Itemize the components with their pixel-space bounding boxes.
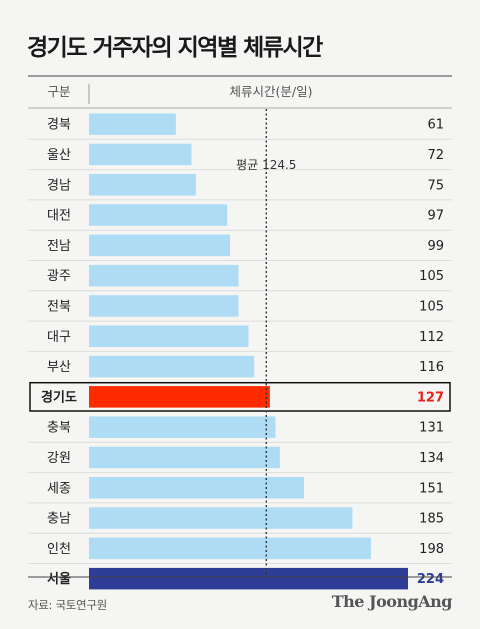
brand-logo: The JoongAng [331, 592, 453, 611]
category-label: 울산 [47, 148, 71, 163]
value-label: 185 [419, 512, 444, 527]
category-label: 대구 [47, 330, 71, 345]
category-label: 경북 [47, 118, 71, 133]
value-label: 198 [419, 542, 444, 557]
value-label: 105 [419, 269, 444, 284]
bar [89, 113, 176, 135]
bar [89, 264, 239, 287]
value-label: 99 [427, 239, 444, 254]
value-label: 75 [427, 178, 444, 193]
category-label: 서울 [47, 571, 71, 587]
category-label: 충남 [47, 512, 71, 527]
bar [89, 386, 270, 408]
value-label: 134 [419, 451, 444, 466]
value-label: 127 [417, 390, 444, 405]
value-header: 체류시간(분/일) [230, 84, 313, 99]
bar [89, 507, 353, 529]
bar [89, 567, 408, 590]
mean-label: 평균 124.5 [236, 158, 296, 172]
bar [89, 234, 230, 257]
value-label: 105 [419, 299, 444, 314]
bar [89, 446, 280, 469]
value-label: 131 [419, 421, 444, 436]
value-label: 112 [419, 330, 444, 345]
category-label: 세종 [47, 481, 71, 496]
category-label: 경기도 [41, 389, 77, 405]
bar [89, 416, 276, 438]
bar [89, 477, 305, 499]
value-label: 97 [427, 209, 444, 224]
category-label: 경남 [47, 178, 71, 193]
category-label: 인천 [47, 542, 71, 557]
value-label: 116 [419, 360, 444, 375]
category-label: 강원 [47, 451, 71, 466]
bar [89, 143, 192, 166]
category-header: 구분 [47, 84, 70, 99]
category-label: 대전 [47, 209, 71, 224]
value-label: 224 [417, 572, 444, 587]
category-label: 전북 [47, 299, 71, 314]
bar [89, 537, 371, 560]
category-label: 충북 [47, 421, 71, 436]
highlight-box [29, 381, 451, 412]
bar [89, 325, 249, 347]
bar [89, 204, 228, 226]
chart-title: 경기도 거주자의 지역별 체류시간 [27, 35, 323, 61]
category-label: 광주 [47, 269, 71, 284]
bar [89, 355, 255, 378]
value-label: 61 [427, 118, 444, 133]
bar [89, 295, 239, 317]
source-note: 자료: 국토연구원 [28, 598, 107, 612]
category-label: 부산 [47, 360, 71, 375]
category-label: 전남 [47, 239, 71, 254]
value-label: 151 [419, 481, 444, 496]
bar-rows: 경북 61 울산 72 경남 75 대전 97 전남 99 광주 105 전북 105 대구 112 부산 116… [28, 113, 452, 590]
value-label: 72 [427, 148, 444, 163]
bar [89, 174, 196, 196]
